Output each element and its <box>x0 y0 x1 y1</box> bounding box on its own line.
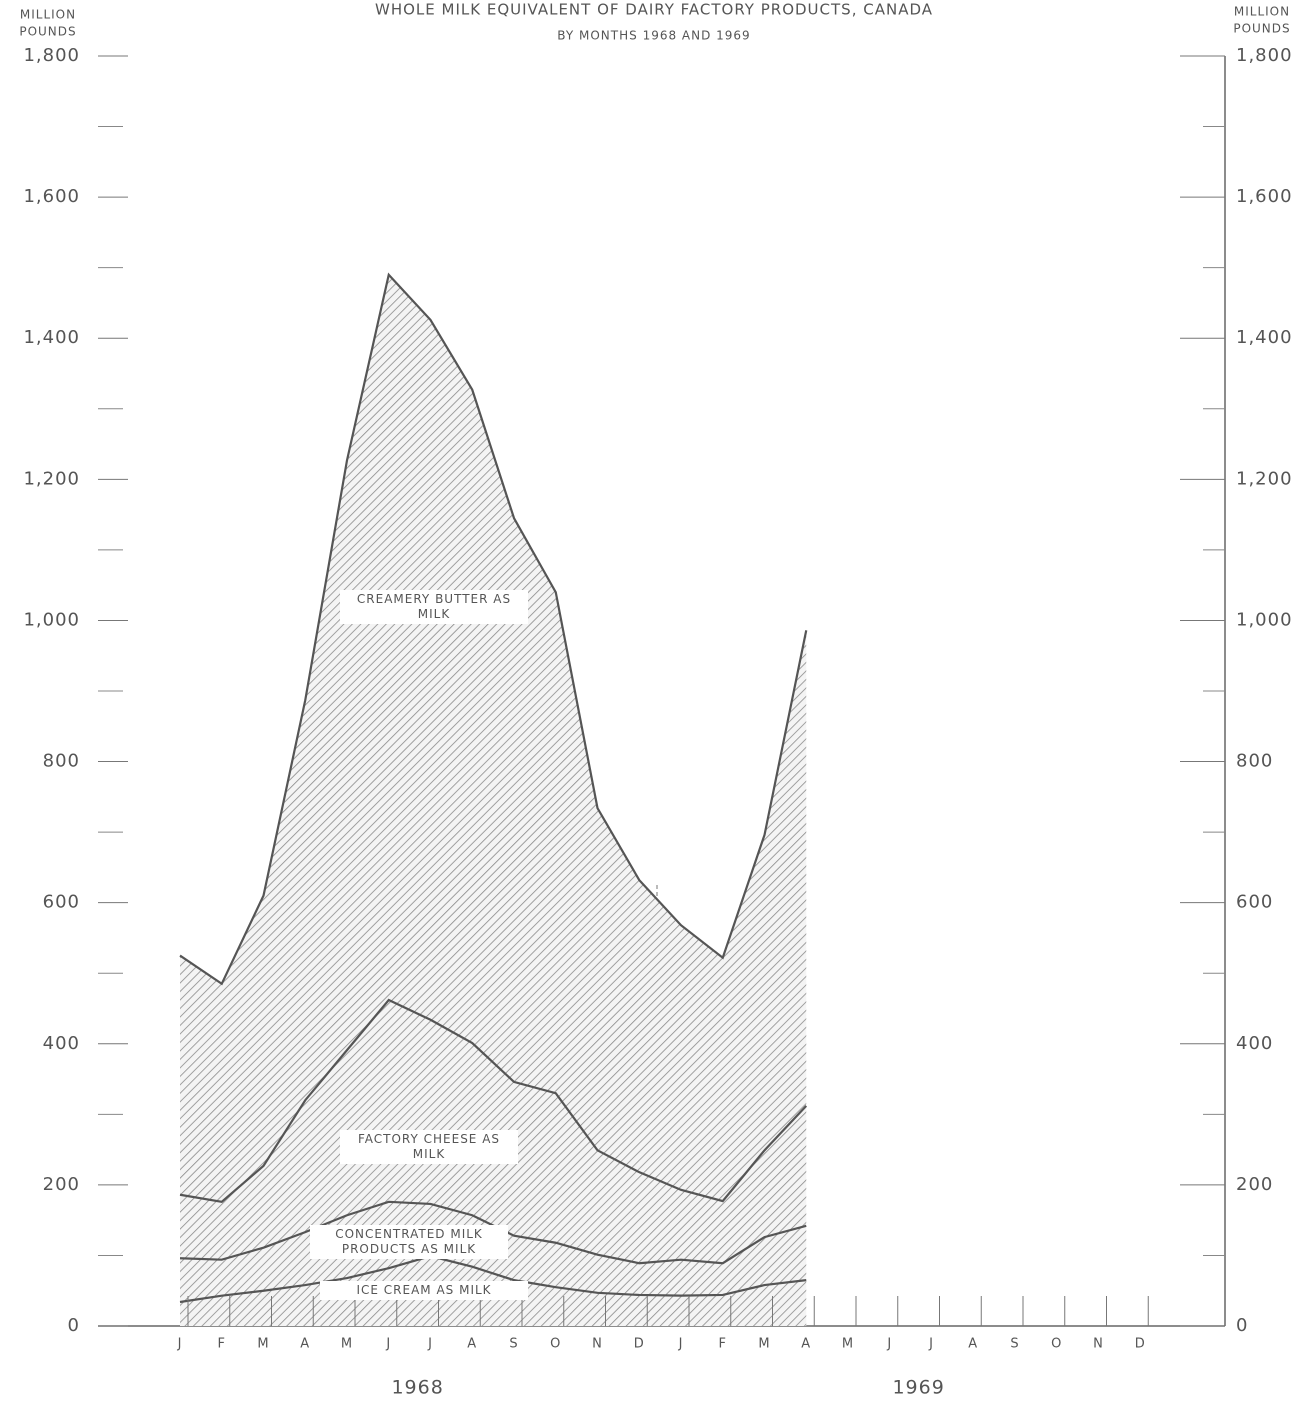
y2-tick-label: 1,000 <box>1236 609 1293 630</box>
y2-tick-label: 1,400 <box>1236 327 1293 348</box>
x-tick-label: M <box>842 1337 854 1352</box>
x-tick-label: O <box>1051 1337 1062 1352</box>
x-tick-label: F <box>218 1337 226 1352</box>
x-tick-label: S <box>509 1337 518 1352</box>
y-tick-label: 400 <box>43 1033 80 1054</box>
x-tick-label: J <box>678 1337 684 1352</box>
area-line <box>179 272 808 986</box>
area-line <box>179 1255 807 1304</box>
y-axis-label: MILLION <box>20 8 76 22</box>
x-tick-label: M <box>257 1337 269 1352</box>
y2-tick-label: 800 <box>1236 751 1273 772</box>
area <box>180 274 807 1202</box>
series-label: ICE CREAM AS MILK <box>320 1281 528 1300</box>
y2-axis-label: POUNDS <box>1233 22 1290 36</box>
y-tick-label: 200 <box>43 1174 80 1195</box>
y-tick-label: 1,400 <box>23 327 80 348</box>
x-tick-label: N <box>592 1337 603 1352</box>
series-label: CREAMERY BUTTER AS MILK <box>340 590 528 624</box>
x-tick-label: O <box>550 1337 561 1352</box>
x-tick-label: D <box>1135 1337 1146 1352</box>
y2-tick-label: 1,800 <box>1236 45 1293 66</box>
y-tick-label: 0 <box>68 1315 80 1336</box>
x-tick-label: M <box>341 1337 353 1352</box>
year-label: 1969 <box>892 1377 944 1399</box>
y-tick-label: 1,200 <box>23 468 80 489</box>
y2-tick-label: 1,600 <box>1236 186 1293 207</box>
x-tick-label: F <box>719 1337 727 1352</box>
x-tick-label: A <box>467 1337 477 1352</box>
x-tick-label: A <box>801 1337 811 1352</box>
y-tick-label: 800 <box>43 751 80 772</box>
y-tick-label: 1,600 <box>23 186 80 207</box>
area-line <box>179 998 808 1203</box>
x-tick-label: A <box>968 1337 978 1352</box>
x-tick-label: D <box>634 1337 645 1352</box>
y2-tick-label: 1,200 <box>1236 468 1293 489</box>
y-tick-label: 1,000 <box>23 609 80 630</box>
y-tick-label: 600 <box>43 892 80 913</box>
year-label: 1968 <box>391 1377 443 1399</box>
x-tick-label: J <box>177 1337 183 1352</box>
x-tick-label: S <box>1010 1337 1019 1352</box>
x-tick-label: M <box>758 1337 770 1352</box>
series-label: CONCENTRATED MILK PRODUCTS AS MILK <box>310 1225 508 1259</box>
x-tick-label: J <box>928 1337 934 1352</box>
y2-tick-label: 400 <box>1236 1033 1273 1054</box>
chart-subtitle: BY MONTHS 1968 AND 1969 <box>557 29 750 43</box>
chart-title: WHOLE MILK EQUIVALENT OF DAIRY FACTORY P… <box>375 1 933 19</box>
x-tick-label: J <box>427 1337 433 1352</box>
y2-axis-label: MILLION <box>1234 5 1290 19</box>
series-label: FACTORY CHEESE AS MILK <box>340 1130 518 1164</box>
x-tick-label: J <box>385 1337 391 1352</box>
y2-tick-label: 200 <box>1236 1174 1273 1195</box>
y-tick-label: 1,800 <box>23 45 80 66</box>
x-tick-label: J <box>886 1337 892 1352</box>
y2-tick-label: 0 <box>1236 1315 1248 1336</box>
x-tick-label: A <box>300 1337 310 1352</box>
y2-tick-label: 600 <box>1236 892 1273 913</box>
x-tick-label: N <box>1093 1337 1104 1352</box>
y-axis-label: POUNDS <box>19 25 76 39</box>
